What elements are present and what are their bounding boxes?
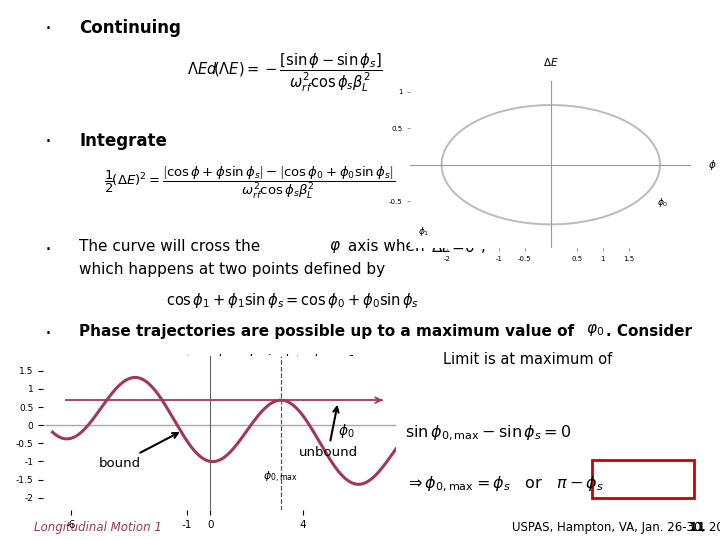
Text: ✦: ✦ <box>8 22 19 36</box>
Text: Limit is at maximum of: Limit is at maximum of <box>443 352 612 367</box>
Text: ·: · <box>45 132 52 152</box>
Text: $\phi_1$: $\phi_1$ <box>418 225 430 238</box>
Text: Integrate: Integrate <box>79 132 167 150</box>
Text: bound: bound <box>99 433 178 470</box>
Text: . Consider: . Consider <box>606 324 692 339</box>
Text: axis when: axis when <box>343 239 429 254</box>
Text: ·: · <box>45 240 52 260</box>
Text: Continuing: Continuing <box>79 19 181 37</box>
Text: Longitudinal Motion 1: Longitudinal Motion 1 <box>35 521 162 534</box>
Text: $\Rightarrow\phi_{0,\max}=\phi_{s}$   or   $\pi-\phi_{s}$: $\Rightarrow\phi_{0,\max}=\phi_{s}$ or $… <box>405 475 603 495</box>
Text: $\Lambda Ed\!\left(\Lambda E\right)=-\dfrac{\left[\sin\phi-\sin\phi_{s}\right]}{: $\Lambda Ed\!\left(\Lambda E\right)=-\df… <box>186 51 382 94</box>
Text: which happens at two points defined by: which happens at two points defined by <box>79 262 385 277</box>
Text: $\phi_0$: $\phi_0$ <box>338 422 355 440</box>
Text: 11: 11 <box>689 521 706 534</box>
Text: $\sin\phi_{0,\max}-\sin\phi_{s}=0$: $\sin\phi_{0,\max}-\sin\phi_{s}=0$ <box>405 424 571 443</box>
Text: $-\!\left(\cos\phi_{0}+\phi_{0}\sin\phi_{s}\right);\;\phi_{s}=.1$: $-\!\left(\cos\phi_{0}+\phi_{0}\sin\phi_… <box>176 352 357 369</box>
Text: $\phi$: $\phi$ <box>708 158 716 172</box>
Text: $\varphi_{0}$: $\varphi_{0}$ <box>585 322 604 339</box>
Text: ,: , <box>481 239 486 254</box>
Text: $\varphi$: $\varphi$ <box>328 239 341 255</box>
Text: Phase trajectories are possible up to a maximum value of: Phase trajectories are possible up to a … <box>79 324 580 339</box>
Text: $\cos\phi_{1}+\phi_{1}\sin\phi_{s}=\cos\phi_{0}+\phi_{0}\sin\phi_{s}$: $\cos\phi_{1}+\phi_{1}\sin\phi_{s}=\cos\… <box>166 291 419 309</box>
Text: ·: · <box>45 324 52 344</box>
Text: USPAS, Hampton, VA, Jan. 26-30, 2015: USPAS, Hampton, VA, Jan. 26-30, 2015 <box>512 521 720 534</box>
Text: $\dfrac{1}{2}\!\left(\Delta E\right)^{2}=\dfrac{\left[\cos\phi+\phi\sin\phi_{s}\: $\dfrac{1}{2}\!\left(\Delta E\right)^{2}… <box>104 165 395 201</box>
Text: The curve will cross the: The curve will cross the <box>79 239 266 254</box>
Text: $\Delta E$: $\Delta E$ <box>543 56 559 68</box>
Text: unbound: unbound <box>299 407 358 459</box>
Text: ·: · <box>45 19 52 39</box>
Text: $\phi_{0,\mathrm{max}}$: $\phi_{0,\mathrm{max}}$ <box>264 470 298 485</box>
Text: $\Delta E\!=\!0$: $\Delta E\!=\!0$ <box>431 239 476 255</box>
Text: $\phi_0$: $\phi_0$ <box>657 195 669 209</box>
